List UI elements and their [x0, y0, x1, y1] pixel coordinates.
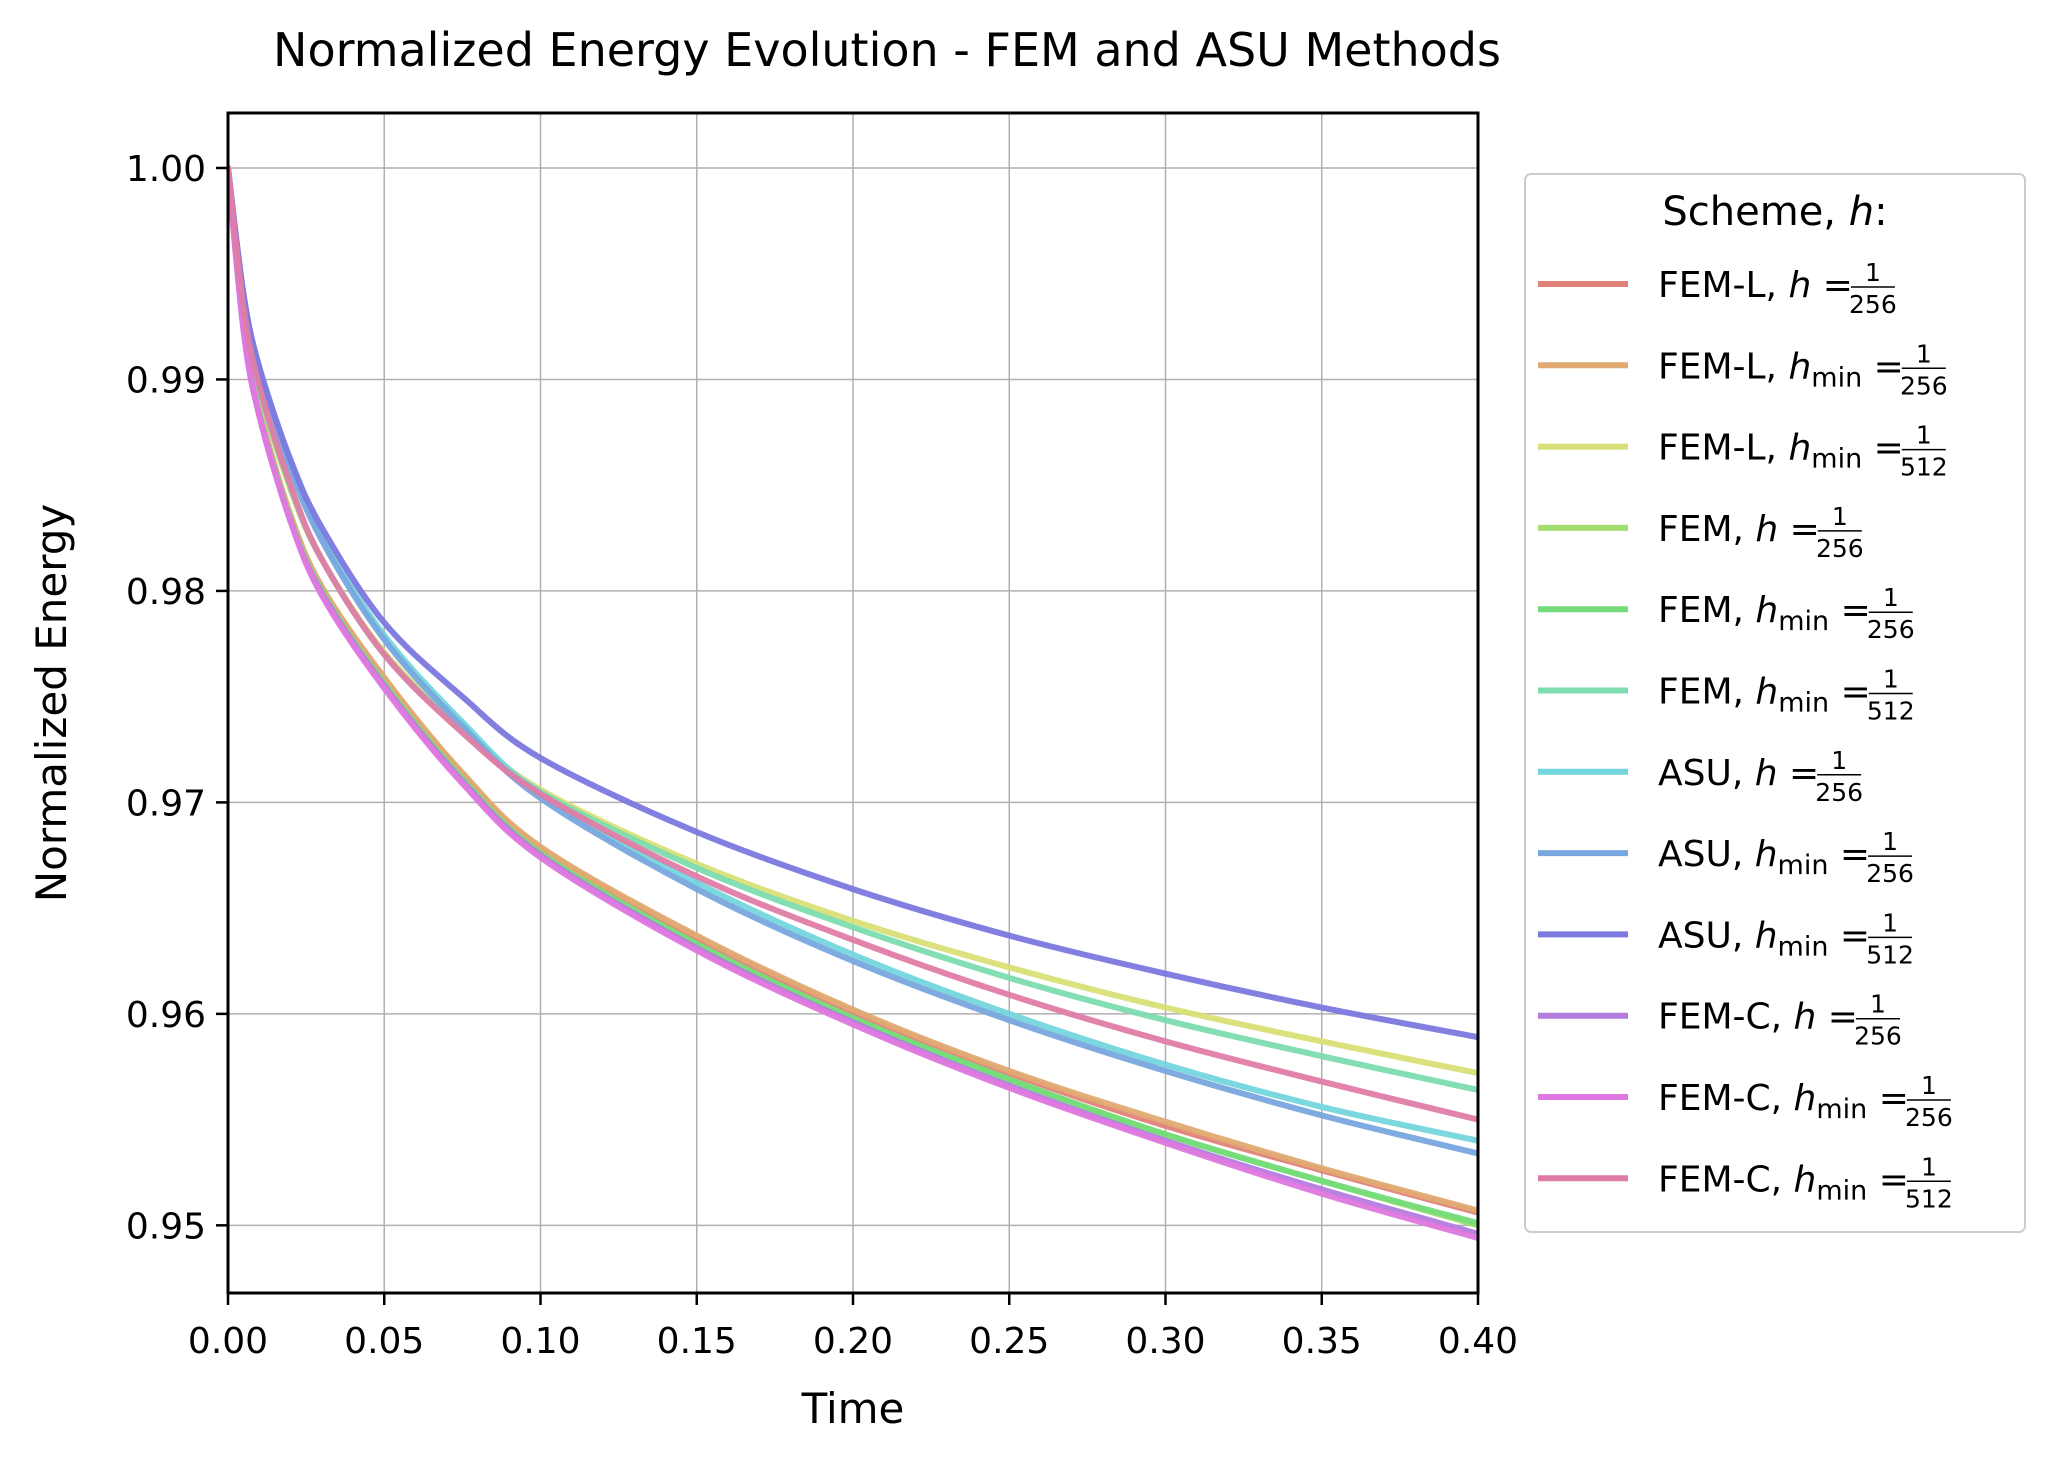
x-tick-label: 0.35: [1282, 1321, 1362, 1362]
legend-label: FEM-C, h =: [1658, 997, 1858, 1038]
legend-fraction-num: 1: [1882, 908, 1898, 937]
legend-fraction-den: 256: [1816, 534, 1864, 563]
legend-label: ASU, h =: [1658, 753, 1819, 794]
legend-fraction-num: 1: [1916, 421, 1932, 450]
y-tick-label: 0.95: [126, 1206, 206, 1247]
y-tick-label: 0.98: [126, 572, 206, 613]
legend-fraction-num: 1: [1832, 502, 1848, 531]
series-line: [228, 164, 1478, 1041]
legend-entry: FEM, hmin = 1 256: [1538, 583, 1915, 644]
legend-fraction-den: 512: [1905, 1184, 1953, 1213]
legend-label: ASU, hmin =: [1658, 915, 1870, 962]
legend-fraction-den: 256: [1815, 778, 1863, 807]
legend-entry: FEM, h = 1 256: [1538, 502, 1864, 563]
legend-label: FEM-L, hmin =: [1658, 346, 1904, 393]
legend-fraction-num: 1: [1865, 258, 1881, 287]
legend-fraction-den: 256: [1854, 1022, 1902, 1051]
y-tick-label: 1.00: [126, 149, 206, 190]
legend-fraction-num: 1: [1883, 665, 1899, 694]
legend-fraction-den: 256: [1900, 371, 1948, 400]
y-tick-label: 0.97: [126, 783, 206, 824]
series-lines: [228, 164, 1478, 1242]
axis-ticks: 0.00 0.05 0.10 0.15 0.20 0.25 0.30 0.35 0.40 0.95…: [126, 149, 1518, 1362]
y-tick-label: 0.96: [126, 995, 206, 1036]
legend-fraction-num: 1: [1870, 990, 1886, 1019]
legend-fraction-den: 256: [1867, 615, 1915, 644]
legend-fraction-den: 512: [1900, 453, 1948, 482]
legend-entry: FEM-L, h = 1 256: [1538, 258, 1897, 319]
x-tick-label: 0.00: [188, 1321, 268, 1362]
x-tick-label: 0.25: [969, 1321, 1049, 1362]
legend-fraction-den: 512: [1867, 697, 1915, 726]
legend-entry: ASU, hmin = 1 512: [1538, 908, 1914, 969]
legend-label: FEM-C, hmin =: [1658, 1078, 1909, 1125]
legend-fraction-den: 256: [1866, 859, 1914, 888]
legend-entry: FEM-C, hmin = 1 256: [1538, 1071, 1953, 1132]
x-tick-label: 0.10: [500, 1321, 580, 1362]
legend-entry: FEM-L, hmin = 1 512: [1538, 421, 1948, 482]
legend-entry: ASU, hmin = 1 256: [1538, 827, 1914, 888]
legend-entry: FEM-C, h = 1 256: [1538, 990, 1902, 1051]
legend-entry: ASU, h = 1 256: [1538, 746, 1863, 807]
legend-label: FEM-C, hmin =: [1658, 1159, 1909, 1206]
chart-title: Normalized Energy Evolution - FEM and AS…: [273, 23, 1501, 77]
y-axis-label: Normalized Energy: [27, 504, 76, 903]
series-line: [228, 164, 1478, 1123]
legend-fraction-num: 1: [1921, 1071, 1937, 1100]
x-tick-label: 0.30: [1125, 1321, 1205, 1362]
x-axis-label: Time: [801, 1384, 905, 1433]
legend-entry: FEM-L, hmin = 1 256: [1538, 339, 1948, 400]
legend-entry: FEM, hmin = 1 512: [1538, 665, 1915, 726]
legend-fraction-den: 256: [1849, 290, 1897, 319]
x-tick-label: 0.15: [657, 1321, 737, 1362]
legend-label: FEM, h =: [1658, 509, 1820, 550]
series-line: [228, 164, 1478, 1242]
legend-frame: [1524, 173, 2026, 1233]
legend-fraction-num: 1: [1921, 1152, 1937, 1181]
x-tick-label: 0.20: [813, 1321, 893, 1362]
legend-entry: FEM-C, hmin = 1 512: [1538, 1152, 1953, 1213]
legend-fraction-num: 1: [1882, 827, 1898, 856]
legend-fraction-den: 256: [1905, 1103, 1953, 1132]
legend-label: ASU, hmin =: [1658, 834, 1870, 881]
legend-fraction-num: 1: [1883, 583, 1899, 612]
legend-fraction-num: 1: [1831, 746, 1847, 775]
legend-label: FEM-L, hmin =: [1658, 428, 1904, 475]
legend-label: FEM, hmin =: [1658, 672, 1871, 719]
legend-fraction-num: 1: [1916, 339, 1932, 368]
y-tick-label: 0.99: [126, 360, 206, 401]
x-tick-label: 0.40: [1438, 1321, 1518, 1362]
legend-label: FEM, hmin =: [1658, 590, 1871, 637]
legend-fraction-den: 512: [1866, 940, 1914, 969]
x-tick-label: 0.05: [344, 1321, 424, 1362]
grid: [227, 113, 1479, 1293]
legend-label: FEM-L, h =: [1658, 265, 1853, 306]
legend-title: Scheme, h:: [1662, 189, 1887, 235]
